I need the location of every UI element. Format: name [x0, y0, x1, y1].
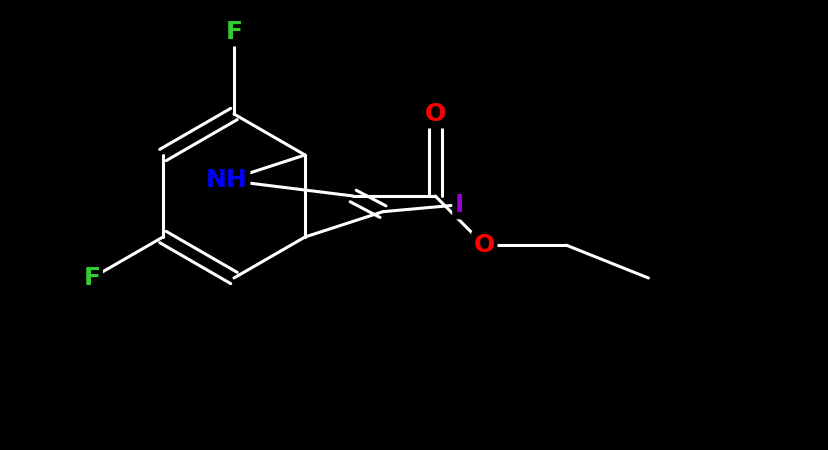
Text: O: O — [424, 102, 445, 126]
Text: I: I — [455, 193, 464, 217]
Text: O: O — [473, 233, 494, 257]
Text: F: F — [84, 266, 100, 290]
Text: NH: NH — [206, 168, 248, 192]
Text: F: F — [225, 20, 243, 44]
